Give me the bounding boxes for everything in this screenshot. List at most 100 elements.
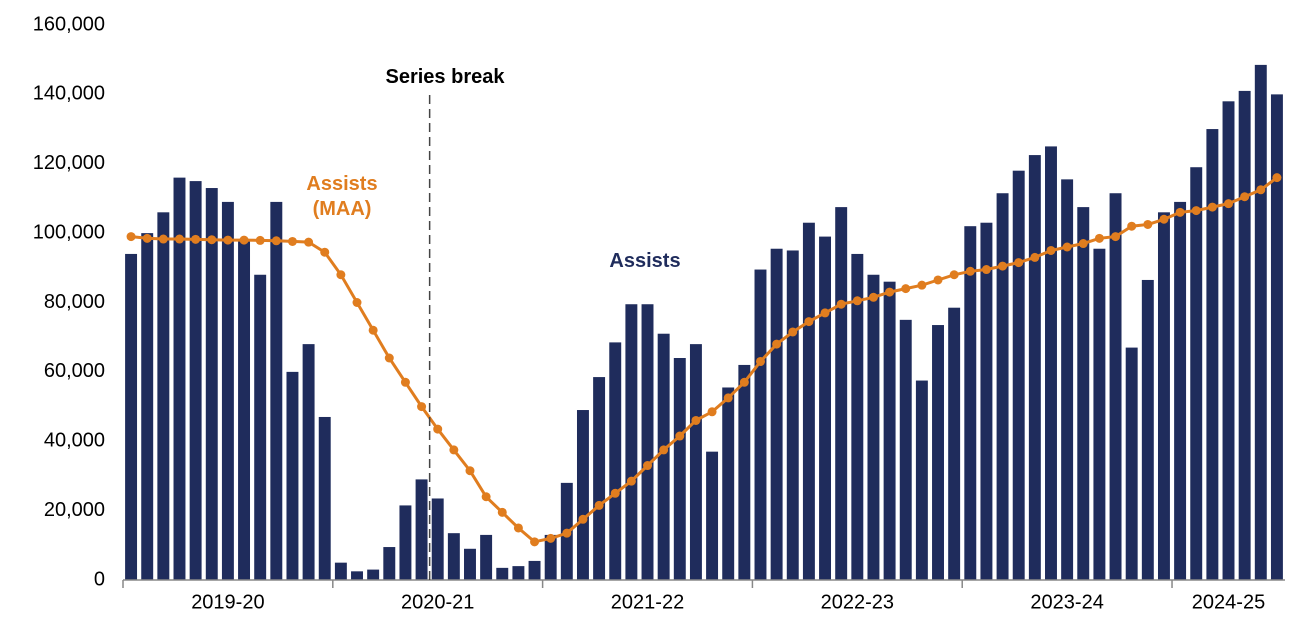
bar [447,533,460,580]
bar [980,222,993,580]
line-point [998,261,1008,271]
x-tick-label: 2020-21 [401,591,474,613]
line-point [643,461,653,471]
line-point [1224,199,1234,209]
bar [754,269,767,580]
bar [835,207,848,580]
line-point [804,317,814,327]
line-point [400,377,410,387]
line-point [1062,242,1072,252]
x-tick-label: 2019-20 [191,591,264,613]
line-point [320,247,330,257]
bar [625,304,638,580]
line-point [497,507,507,517]
line-point [142,233,152,243]
line-point [1078,239,1088,249]
x-tick-label: 2022-23 [821,591,894,613]
bar [254,274,267,580]
annotation: Assists (MAA) [306,173,377,220]
line-point [610,488,620,498]
bar [415,479,428,580]
bar [1061,179,1074,580]
bar [867,274,880,580]
line-point [707,407,717,417]
line-point [449,445,459,455]
line-point [1094,233,1104,243]
line-point [626,476,636,486]
bar [932,325,944,580]
annotation-line: Assists [609,250,680,272]
line-point [481,492,491,502]
line-point [1207,202,1217,212]
line-point [901,284,911,294]
bar [286,371,299,580]
bar [770,248,783,580]
line-point [965,266,975,276]
x-tick-label: 2024-25 [1192,591,1265,613]
line-point [287,236,297,246]
line-point [271,236,281,246]
line-point [852,296,862,306]
bar [1141,279,1154,580]
line-point [530,537,540,547]
line-point [885,287,895,297]
line-point [207,235,217,245]
bar [1045,146,1057,580]
bar [883,281,896,580]
bar [1157,212,1170,580]
bar [318,416,331,580]
bar [1012,170,1025,580]
line-point [1256,185,1266,195]
bar [238,240,251,580]
line-point [1191,206,1201,216]
line-point [981,265,991,275]
line-point [126,232,136,242]
line-point [933,275,943,285]
x-tick-label: 2023-24 [1030,591,1103,613]
line-point [739,377,749,387]
bar [383,547,396,580]
line-point [433,424,443,434]
line-point [868,292,878,302]
line-point [1111,232,1121,242]
annotation: Series break [386,66,506,88]
annotation-line: Assists [306,173,377,195]
line-point [1240,192,1250,202]
y-tick-label: 160,000 [33,13,105,35]
bar [609,342,622,580]
bar [1190,167,1203,580]
bar [1028,155,1041,580]
line-point [1143,219,1153,229]
bar [528,560,541,580]
line-point [691,415,701,425]
line-point [174,234,184,244]
y-tick-label: 120,000 [33,152,105,174]
bar [641,304,654,580]
line-point [594,500,604,510]
line-point [1159,214,1169,224]
line-point [723,393,733,403]
bar [270,201,283,580]
bar [512,566,525,580]
bar [786,250,799,580]
line-point [513,523,523,533]
line-point [578,514,588,524]
bar [722,387,735,580]
bar [205,188,218,580]
bar [173,177,186,580]
bar [706,451,719,580]
bar [802,222,815,580]
bar [657,333,670,580]
line-point [788,327,798,337]
bar [1206,129,1219,580]
line-point [255,235,265,245]
bar [302,344,315,580]
line-point [304,237,314,247]
line-point [223,235,233,245]
line-point [368,325,378,335]
bar [141,233,154,580]
y-tick-label: 80,000 [44,291,105,313]
y-tick-label: 60,000 [44,360,105,382]
bar [544,534,557,580]
